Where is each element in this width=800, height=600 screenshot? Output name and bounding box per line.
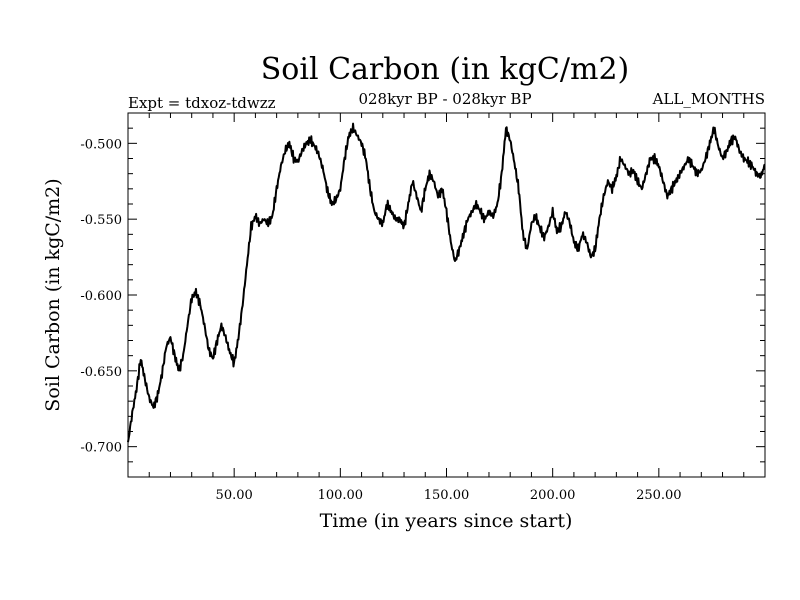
y-axis-label: Soil Carbon (in kgC/m2)	[42, 178, 64, 411]
y-tick-label: -0.650	[80, 365, 122, 380]
x-tick-label: 100.00	[318, 488, 364, 503]
x-axis-ticks	[148, 113, 745, 477]
x-tick-label: 150.00	[424, 488, 470, 503]
y-axis-ticks	[128, 127, 765, 463]
period-label: 028kyr BP - 028kyr BP	[358, 90, 531, 108]
x-tick-label: 200.00	[530, 488, 576, 503]
x-axis-tick-labels: 50.00 100.00 150.00 200.00 250.00	[216, 488, 682, 503]
experiment-label: Expt = tdxoz-tdwzz	[128, 94, 276, 112]
y-tick-label: -0.500	[80, 137, 122, 152]
y-tick-label: -0.700	[80, 441, 122, 456]
chart-title: Soil Carbon (in kgC/m2)	[261, 52, 629, 87]
soil-carbon-series-line	[127, 122, 766, 443]
y-axis-tick-labels: -0.700 -0.650 -0.600 -0.550 -0.500	[80, 137, 122, 455]
x-axis-label: Time (in years since start)	[320, 510, 573, 532]
x-tick-label: 250.00	[636, 488, 682, 503]
y-tick-label: -0.550	[80, 213, 122, 228]
x-tick-label: 50.00	[216, 488, 253, 503]
months-label: ALL_MONTHS	[652, 90, 765, 108]
plot-frame	[127, 112, 766, 478]
y-tick-label: -0.600	[80, 289, 122, 304]
